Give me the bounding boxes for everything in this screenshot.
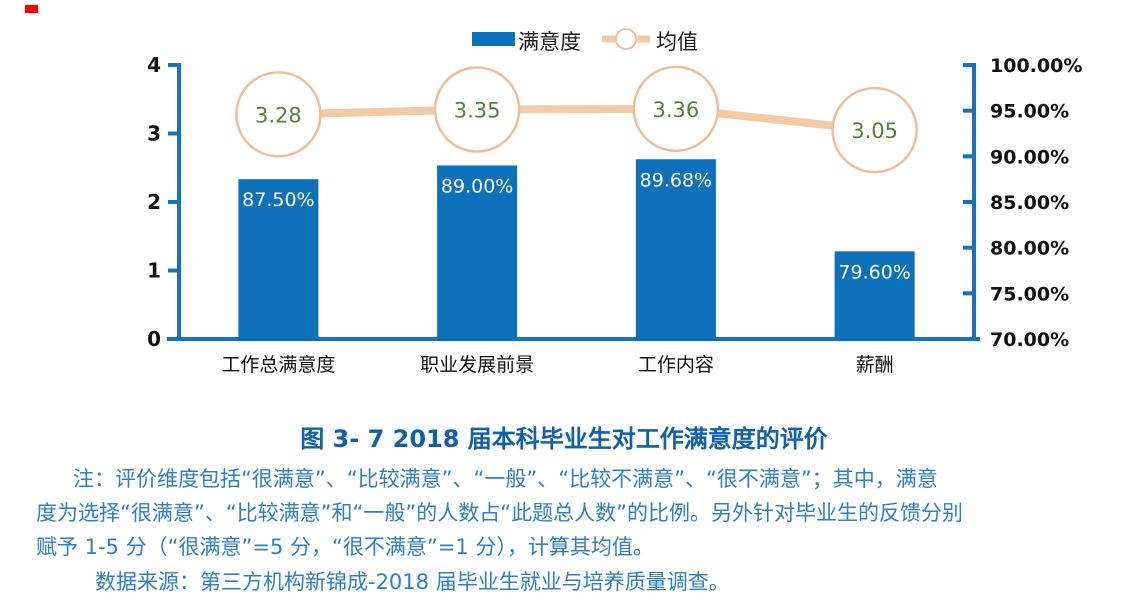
y-axis-right-tick-label: 70.00% — [990, 329, 1069, 351]
y-axis-left-tick-label: 0 — [147, 327, 161, 351]
satisfaction-chart: 0 1 2 3 4 100.00% 95.00% 90.00% 85.00% 80.00% 75.0… — [147, 28, 1082, 376]
bar — [635, 159, 716, 341]
legend-line-label: 均值 — [656, 30, 698, 54]
y-axis-left-tick-label: 3 — [147, 122, 161, 146]
note-line-3: 赋予 1-5 分（“很满意”=5 分，“很不满意”=1 分），计算其均值。 — [36, 535, 654, 559]
y-axis-right-tick-label: 75.00% — [990, 283, 1069, 305]
note-line-2: 度为选择“很满意”、“比较满意”和“一般”的人数占“此题总人数”的比例。另外针对… — [36, 501, 964, 525]
note-line-1: 注：评价维度包括“很满意”、“比较满意”、“一般”、“比较不满意”、“很不满意”… — [73, 467, 938, 491]
mean-line — [278, 104, 876, 135]
y-axis-left-tick-label: 2 — [147, 190, 161, 214]
mean-marker — [831, 86, 918, 174]
y-axis-right-tick-label: 80.00% — [990, 238, 1069, 260]
y-axis-right-tick-label: 85.00% — [990, 192, 1069, 214]
y-axis-right-tick-label: 100.00% — [990, 55, 1082, 77]
bar-value-label: 89.00% — [441, 175, 513, 197]
data-source-line: 数据来源：第三方机构新锦成-2018 届毕业生就业与培养质量调查。 — [95, 570, 730, 594]
bar — [834, 251, 915, 341]
mean-marker — [632, 65, 720, 153]
y-axis-right-tick-label: 90.00% — [990, 146, 1069, 168]
legend-bar-label: 满意度 — [518, 30, 581, 54]
mean-value-label: 3.05 — [851, 119, 898, 143]
bar-value-label: 79.60% — [838, 261, 910, 283]
category-label: 工作总满意度 — [221, 354, 335, 376]
legend-line-marker — [615, 28, 637, 50]
bar — [437, 165, 518, 341]
y-axis-left-tick-label: 1 — [147, 259, 161, 283]
bar-value-label: 87.50% — [242, 189, 314, 211]
mean-value-label: 3.35 — [454, 99, 501, 123]
mean-marker — [433, 66, 521, 153]
figure-caption: 图 3- 7 2018 届本科毕业生对工作满意度的评价 — [300, 425, 828, 453]
mean-value-label: 3.28 — [255, 103, 302, 127]
mean-marker — [235, 71, 322, 158]
y-axis-right-tick-label: 95.00% — [990, 101, 1069, 123]
category-label: 工作内容 — [638, 354, 714, 376]
bar — [238, 179, 319, 341]
red-page-marker — [25, 5, 38, 13]
y-axis-left-tick-label: 4 — [147, 53, 161, 77]
category-label: 薪酬 — [856, 354, 894, 376]
category-label: 职业发展前景 — [420, 354, 534, 376]
bar-value-label: 89.68% — [640, 169, 712, 191]
legend-bar-swatch — [472, 32, 515, 46]
mean-value-label: 3.36 — [652, 98, 699, 122]
